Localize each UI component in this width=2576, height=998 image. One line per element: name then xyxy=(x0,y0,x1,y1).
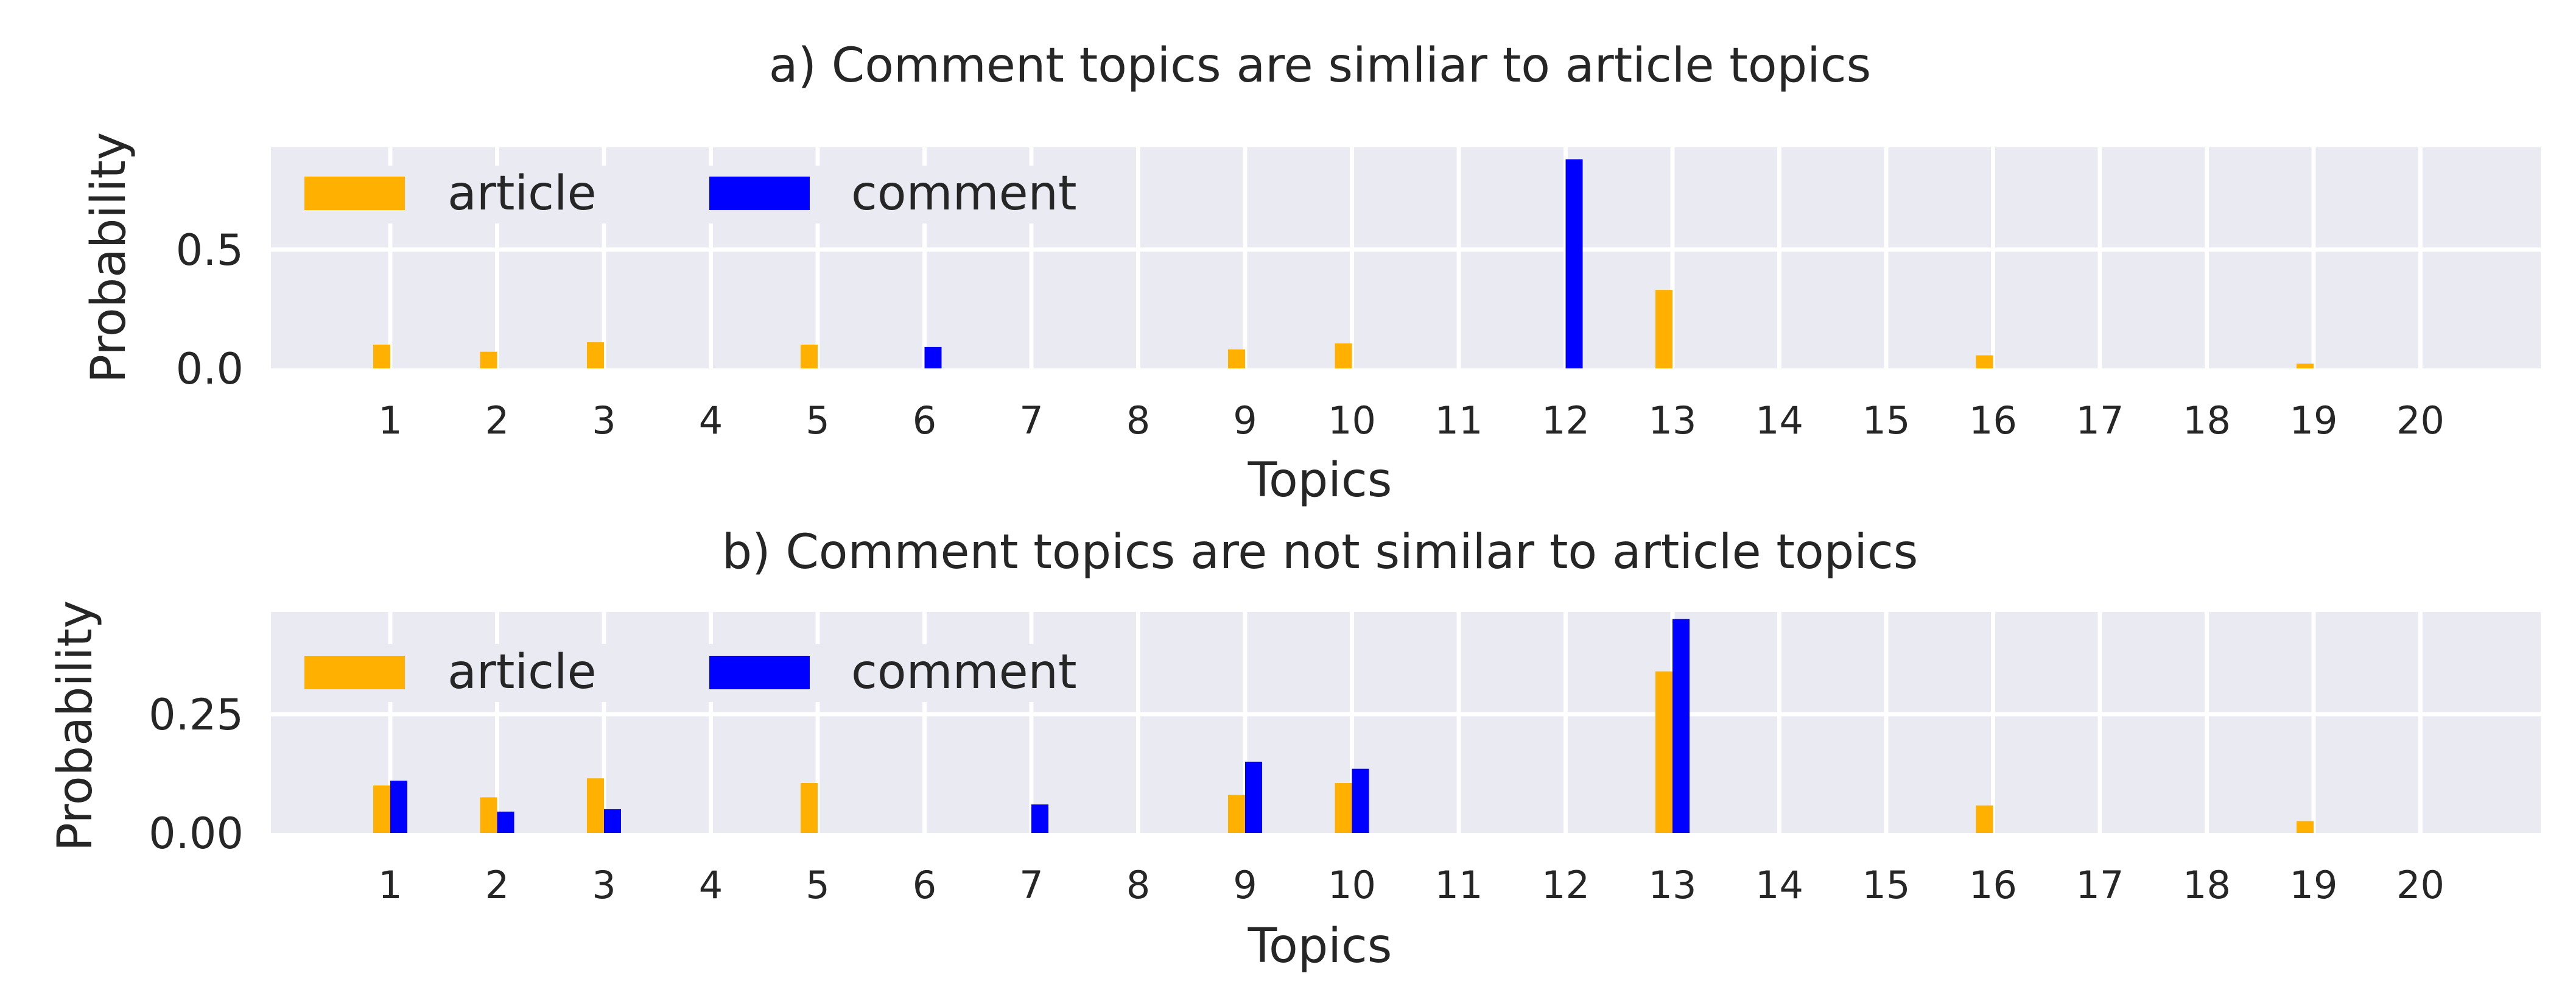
chart-b-legend: article comment xyxy=(298,644,1093,702)
chart-b-legend-swatch-article xyxy=(304,656,405,689)
chart-a-xtick-label: 13 xyxy=(1649,398,1697,443)
chart-b-legend-swatch-comment xyxy=(709,656,810,689)
chart-b-xtick-label: 7 xyxy=(1019,863,1043,907)
chart-b-y-ticks: 0.00 0.25 xyxy=(149,690,244,859)
chart-b-xtick-label: 13 xyxy=(1649,863,1697,907)
chart-b-title: b) Comment topics are not similar to art… xyxy=(722,525,1918,580)
chart-b-bar-article-topic-3 xyxy=(587,778,604,833)
chart-b-bar-article-topic-2 xyxy=(480,797,497,833)
chart-a-legend-label-article: article xyxy=(447,166,597,221)
chart-a-bars xyxy=(373,159,2314,368)
chart-b-xtick-label: 1 xyxy=(378,863,402,907)
chart-b-ytick-label: 0.25 xyxy=(149,690,244,740)
chart-b-xtick-label: 3 xyxy=(592,863,616,907)
chart-b-xtick-label: 18 xyxy=(2183,863,2231,907)
chart-b-bar-article-topic-19 xyxy=(2297,821,2314,833)
chart-b-xtick-label: 20 xyxy=(2396,863,2444,907)
chart-b-ylabel: Probability xyxy=(48,600,103,851)
chart-a-xtick-label: 17 xyxy=(2076,398,2124,443)
chart-b-bars xyxy=(373,619,2314,833)
chart-a-legend-box xyxy=(298,166,1093,223)
chart-a-y-ticks: 0.0 0.5 xyxy=(176,225,244,394)
chart-a-xtick-label: 14 xyxy=(1755,398,1803,443)
chart-a-bar-article-topic-1 xyxy=(373,344,390,368)
chart-a-xtick-label: 9 xyxy=(1233,398,1257,443)
chart-a-xtick-label: 16 xyxy=(1969,398,2017,443)
chart-a-legend: article comment xyxy=(298,166,1093,223)
chart-b-xtick-label: 5 xyxy=(805,863,829,907)
chart-a-xtick-label: 1 xyxy=(378,398,402,443)
chart-b-xtick-label: 11 xyxy=(1435,863,1483,907)
chart-a-xtick-label: 7 xyxy=(1019,398,1043,443)
chart-a-xtick-label: 19 xyxy=(2290,398,2338,443)
chart-a-xtick-label: 2 xyxy=(485,398,509,443)
chart-b-bar-article-topic-13 xyxy=(1655,671,1672,833)
chart-b-bar-comment-topic-7 xyxy=(1031,804,1048,833)
chart-b-bar-article-topic-16 xyxy=(1976,805,1993,833)
chart-b-bar-article-topic-5 xyxy=(801,783,818,833)
chart-a-legend-swatch-comment xyxy=(709,177,810,210)
chart-b-bar-article-topic-10 xyxy=(1335,783,1352,833)
chart-b-legend-box xyxy=(298,644,1093,702)
chart-b-xtick-label: 12 xyxy=(1542,863,1590,907)
chart-b-xtick-label: 17 xyxy=(2076,863,2124,907)
chart-a-bar-article-topic-5 xyxy=(801,344,818,368)
chart-a-xtick-label: 4 xyxy=(699,398,723,443)
chart-b-xtick-label: 9 xyxy=(1233,863,1257,907)
chart-a-ylabel: Probability xyxy=(82,132,136,383)
chart-a-bar-article-topic-19 xyxy=(2297,364,2314,368)
chart-b-xlabel: Topics xyxy=(1248,919,1392,974)
chart-a-xtick-label: 5 xyxy=(805,398,829,443)
chart-a-x-ticks: 1 2 3 4 5 6 7 8 9 10 11 12 13 14 15 16 17 18 19 20 xyxy=(378,398,2444,443)
chart-a-ytick-label: 0.5 xyxy=(176,225,244,275)
chart-a: a) Comment topics are simliar to article… xyxy=(82,38,2541,508)
chart-b-bar-article-topic-9 xyxy=(1228,795,1245,833)
chart-a-xtick-label: 6 xyxy=(913,398,936,443)
chart-b-xtick-label: 14 xyxy=(1755,863,1803,907)
chart-b-xtick-label: 4 xyxy=(699,863,723,907)
chart-a-title: a) Comment topics are simliar to article… xyxy=(769,38,1872,93)
chart-b-bar-comment-topic-13 xyxy=(1672,619,1690,833)
chart-a-xtick-label: 12 xyxy=(1542,398,1590,443)
chart-b-legend-label-article: article xyxy=(447,645,597,700)
chart-b-bar-comment-topic-9 xyxy=(1245,761,1262,833)
chart-a-xtick-label: 10 xyxy=(1328,398,1376,443)
chart-a-legend-swatch-article xyxy=(304,177,405,210)
chart-b-xtick-label: 6 xyxy=(913,863,936,907)
chart-a-bar-article-topic-13 xyxy=(1655,290,1672,368)
chart-b-xtick-label: 2 xyxy=(485,863,509,907)
chart-a-xlabel: Topics xyxy=(1248,453,1392,508)
chart-b-xtick-label: 8 xyxy=(1126,863,1150,907)
chart-a-bar-article-topic-9 xyxy=(1228,349,1245,368)
chart-a-bar-article-topic-16 xyxy=(1976,355,1993,368)
chart-b-x-ticks: 1 2 3 4 5 6 7 8 9 10 11 12 13 14 15 16 17 18 19 20 xyxy=(378,863,2444,907)
chart-b-xtick-label: 16 xyxy=(1969,863,2017,907)
chart-a-legend-label-comment: comment xyxy=(851,166,1077,221)
chart-b-xtick-label: 19 xyxy=(2290,863,2338,907)
chart-b-bar-comment-topic-2 xyxy=(497,811,514,833)
chart-a-xtick-label: 20 xyxy=(2396,398,2444,443)
chart-a-xtick-label: 15 xyxy=(1862,398,1911,443)
chart-a-bar-article-topic-3 xyxy=(587,342,604,368)
chart-a-xtick-label: 8 xyxy=(1126,398,1150,443)
chart-a-xtick-label: 11 xyxy=(1435,398,1483,443)
chart-b-bar-comment-topic-10 xyxy=(1352,768,1369,833)
chart-a-bar-article-topic-2 xyxy=(480,351,497,368)
chart-a-xtick-label: 18 xyxy=(2183,398,2231,443)
chart-b-bar-comment-topic-1 xyxy=(390,781,407,833)
chart-a-bar-comment-topic-12 xyxy=(1565,159,1583,368)
chart-a-ytick-label: 0.0 xyxy=(176,344,244,394)
chart-b-xtick-label: 15 xyxy=(1862,863,1911,907)
chart-a-bar-comment-topic-6 xyxy=(924,346,942,368)
chart-b: b) Comment topics are not similar to art… xyxy=(48,525,2541,974)
chart-b-ytick-label: 0.00 xyxy=(149,809,244,859)
chart-b-bar-comment-topic-3 xyxy=(604,809,621,833)
chart-a-xtick-label: 3 xyxy=(592,398,616,443)
chart-a-bar-article-topic-10 xyxy=(1335,343,1352,368)
chart-b-xtick-label: 10 xyxy=(1328,863,1376,907)
chart-b-legend-label-comment: comment xyxy=(851,645,1077,700)
chart-b-bar-article-topic-1 xyxy=(373,785,390,833)
